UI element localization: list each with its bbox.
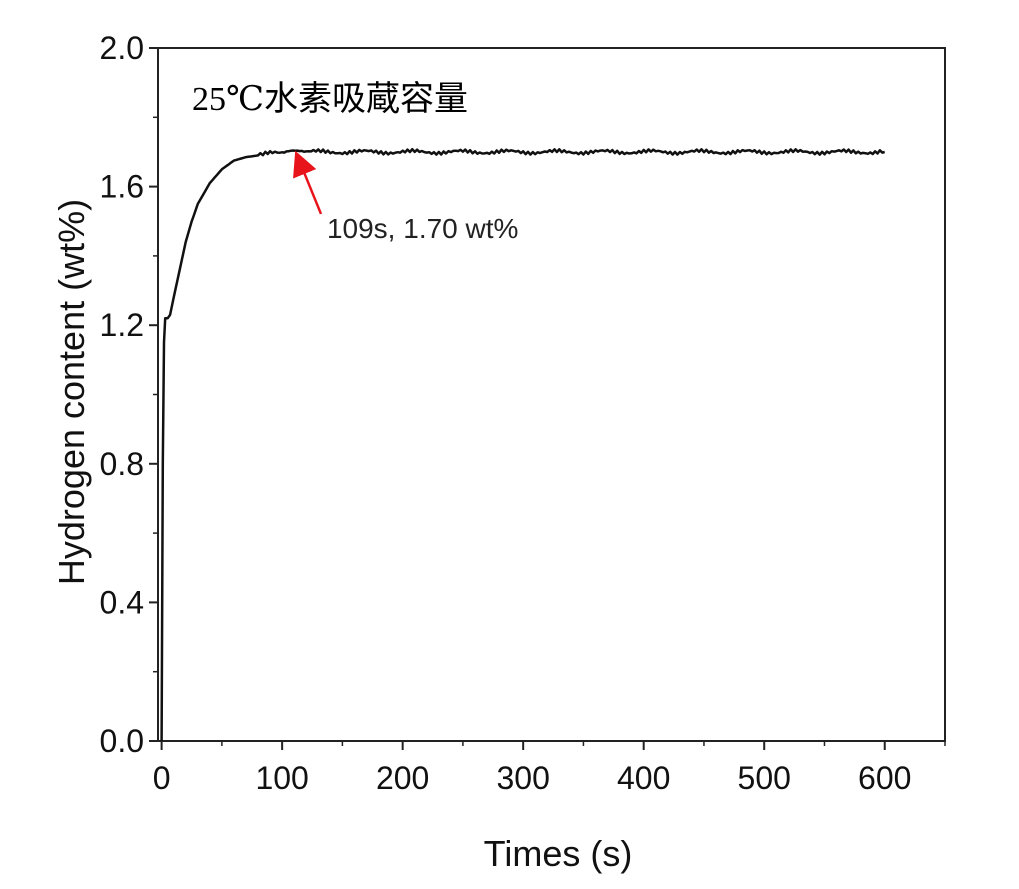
- annotation-arrow: [293, 150, 323, 215]
- y-tick-label: 0.8: [100, 446, 144, 482]
- title-box: [160, 49, 576, 132]
- series-line: [160, 147, 886, 742]
- x-tick-label: 100: [255, 760, 308, 796]
- x-axis-title: Times (s): [484, 833, 633, 874]
- x-tick-label: 600: [858, 760, 911, 796]
- y-tick-label: 2.0: [100, 30, 144, 66]
- y-tick-label: 1.2: [100, 307, 144, 343]
- y-axis-title: Hydrogen content (wt%): [51, 199, 92, 585]
- y-tick-label: 1.6: [100, 169, 144, 205]
- chart-title: 25℃水素吸蔵容量: [192, 80, 468, 118]
- y-tick-label: 0.4: [100, 584, 144, 620]
- x-tick-label: 0: [153, 760, 171, 796]
- x-tick-label: 500: [738, 760, 791, 796]
- x-tick-label: 300: [496, 760, 549, 796]
- x-tick-label: 400: [617, 760, 670, 796]
- annotation-label: 109s, 1.70 wt%: [327, 213, 518, 244]
- x-tick-label: 200: [376, 760, 429, 796]
- y-tick-label: 0.0: [100, 723, 144, 759]
